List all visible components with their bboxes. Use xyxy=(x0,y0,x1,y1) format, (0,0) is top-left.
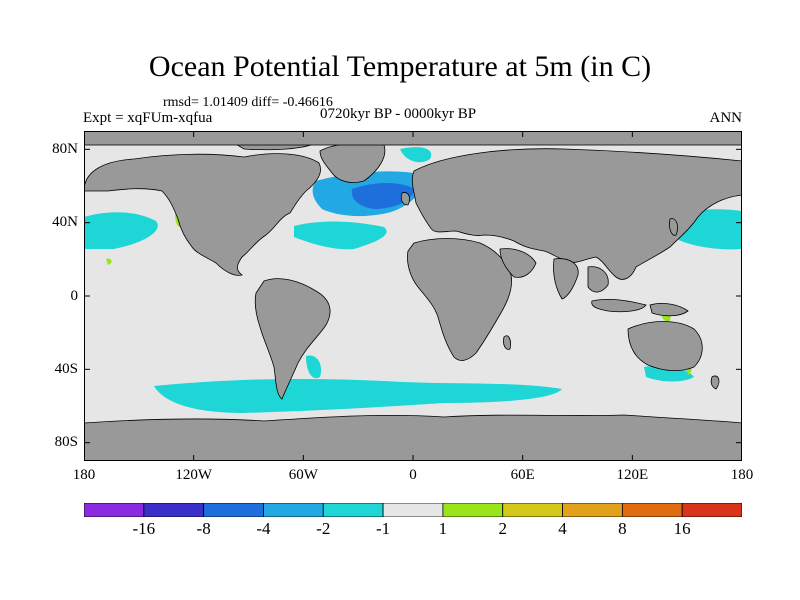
madagascar xyxy=(503,335,511,350)
y-tick-label: 40N xyxy=(52,214,78,231)
x-tick-label: 180 xyxy=(72,467,96,483)
anomaly-south-america-east xyxy=(306,355,322,379)
y-tick-label: 80N xyxy=(52,140,78,157)
colorbar-swatch xyxy=(621,503,683,517)
colorbar-swatch xyxy=(263,503,324,517)
map-ticks xyxy=(84,131,742,461)
japan xyxy=(669,218,678,236)
y-tick-label: 0 xyxy=(70,287,79,304)
colorbar-label: 8 xyxy=(618,519,627,538)
anomaly-north-atlantic-drift xyxy=(294,221,387,250)
new-zealand xyxy=(710,375,720,390)
colorbar-swatch xyxy=(442,503,504,517)
chart-title: Ocean Potential Temperature at 5m (in C) xyxy=(148,50,652,83)
anomaly-nordic-seas xyxy=(400,147,432,163)
x-tick-label: 60W xyxy=(288,467,318,483)
x-tick-label: 120E xyxy=(616,467,649,483)
colorbar-label: -16 xyxy=(132,519,156,538)
map-plot xyxy=(84,131,742,461)
africa xyxy=(407,238,512,361)
stats-label: rmsd= 1.01409 diff= -0.46616 xyxy=(163,95,333,110)
y-tick-label: 80S xyxy=(54,434,78,451)
period-label: 0720kyr BP - 0000kyr BP xyxy=(320,106,477,122)
colorbar-swatch xyxy=(203,503,264,517)
colorbar-swatch xyxy=(143,503,205,517)
indonesia xyxy=(591,298,647,313)
experiment-label: Expt = xqFUm-xqfua xyxy=(83,110,213,126)
colorbar-label: 1 xyxy=(438,519,448,538)
anomaly-mexico-pacific xyxy=(106,258,112,265)
colorbar-swatch xyxy=(681,503,742,517)
arabia xyxy=(499,248,537,278)
colorbar-label: 16 xyxy=(673,519,691,538)
india xyxy=(553,258,579,300)
south-america xyxy=(254,278,331,400)
colorbar-label: -2 xyxy=(316,519,331,538)
colorbar-label: 2 xyxy=(498,519,507,538)
colorbar-label: 4 xyxy=(558,519,567,538)
colorbar-swatch xyxy=(502,503,563,517)
north-america xyxy=(84,153,321,276)
eurasia xyxy=(411,148,742,280)
colorbar-swatch xyxy=(562,503,623,517)
australia xyxy=(627,321,703,371)
colorbar-swatch xyxy=(382,503,444,517)
colorbar-label: -8 xyxy=(196,519,211,538)
colorbar xyxy=(84,503,742,517)
x-tick-label: 120W xyxy=(175,467,212,483)
arctic-land-strip xyxy=(84,131,742,146)
season-label: ANN xyxy=(709,110,743,126)
anomaly-southern-ocean xyxy=(154,378,562,413)
colorbar-label: -4 xyxy=(256,519,271,538)
british-isles xyxy=(400,192,410,206)
colorbar-label: -1 xyxy=(376,519,391,538)
x-tick-label: 60E xyxy=(510,467,535,483)
antarctica xyxy=(84,414,742,461)
x-tick-label: 0 xyxy=(409,467,417,483)
anomaly-north-pacific-east xyxy=(84,212,158,249)
colorbar-swatch xyxy=(84,503,145,517)
anomaly-north-atlantic-core xyxy=(351,183,414,209)
land-masses xyxy=(84,138,742,461)
y-tick-label: 40S xyxy=(54,360,78,377)
colorbar-swatch xyxy=(322,503,384,517)
new-guinea xyxy=(649,303,689,317)
southeast-asia xyxy=(587,266,609,293)
x-tick-label: 180 xyxy=(730,467,754,483)
